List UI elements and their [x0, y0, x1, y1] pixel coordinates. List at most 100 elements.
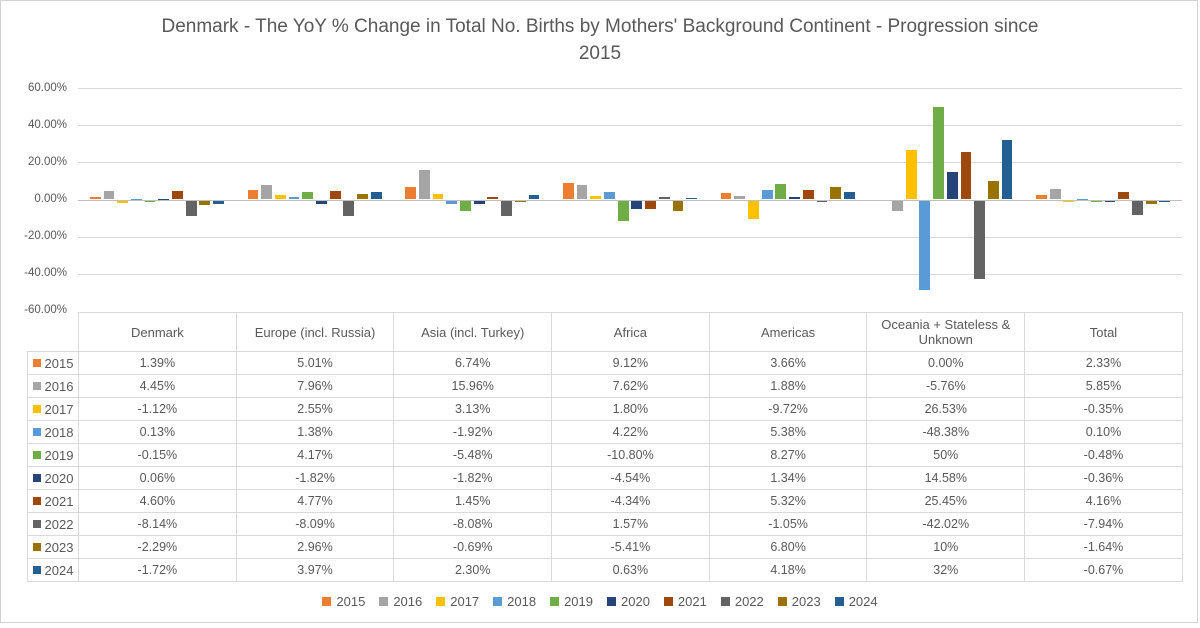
- legend-swatch: [550, 597, 560, 606]
- table-value-cell: 0.10%: [1024, 420, 1183, 444]
- bar-2024-4: [843, 191, 855, 200]
- legend-swatch: [436, 597, 446, 606]
- bar-2018-3: [604, 191, 615, 200]
- table-value-cell: 4.17%: [235, 443, 395, 467]
- table-value-cell: 14.58%: [866, 466, 1026, 490]
- legend-swatch: [493, 597, 503, 606]
- table-value-cell: -0.36%: [1024, 466, 1183, 490]
- gridline: [78, 125, 1182, 127]
- table-year-cell: 2021: [27, 489, 79, 513]
- year-label-wrap: 2024: [29, 562, 78, 578]
- bar-2015-0: [89, 196, 101, 200]
- bar-2020-2: [473, 200, 485, 204]
- zero-axis-line: [78, 199, 1182, 201]
- series-key-swatch: [32, 566, 41, 574]
- bar-2018-5: [919, 200, 931, 291]
- table-value-cell: -2.29%: [78, 535, 237, 559]
- legend-item-2022: 2022: [720, 594, 764, 609]
- year-label: 2022: [44, 516, 74, 532]
- table-header-cell: Africa: [551, 312, 710, 352]
- bar-2017-1: [274, 194, 286, 200]
- legend-item-2017: 2017: [436, 594, 479, 609]
- bar-2017-2: [432, 193, 444, 200]
- table-value-cell: 2.96%: [235, 535, 395, 559]
- table-value-cell: -9.72%: [708, 397, 868, 421]
- y-axis-tick-label: 20.00%: [27, 155, 67, 168]
- table-value-cell: -4.34%: [551, 489, 710, 513]
- table-value-cell: -10.80%: [551, 443, 710, 467]
- bar-2024-3: [686, 198, 698, 200]
- bar-2024-6: [1159, 200, 1171, 202]
- legend-label: 2018: [507, 594, 537, 609]
- table-corner-cell: [27, 312, 79, 352]
- bar-2018-6: [1077, 198, 1088, 200]
- table-value-cell: 15.96%: [393, 374, 553, 398]
- bar-2016-3: [576, 185, 588, 200]
- table-value-cell: 4.16%: [1024, 489, 1183, 513]
- table-value-cell: 3.13%: [393, 397, 553, 421]
- table-row-2024: 2024 -1.72% 3.97% 2.30% 0.63% 4.18% 32% -0.67%: [27, 558, 1183, 582]
- bar-2019-6: [1090, 200, 1102, 202]
- series-key-swatch: [32, 451, 41, 459]
- table-year-cell: 2022: [27, 512, 79, 536]
- legend: 2015 2016 2017 2018 2019 2020 2021 2022 2023 2024: [0, 594, 1200, 609]
- bar-2024-0: [213, 200, 224, 204]
- year-label: 2018: [44, 424, 74, 440]
- year-label-wrap: 2016: [29, 379, 78, 394]
- table-value-cell: -5.48%: [393, 443, 553, 467]
- series-key-swatch: [32, 405, 41, 413]
- legend-label: 2016: [393, 594, 423, 609]
- table-value-cell: 2.55%: [235, 397, 395, 421]
- table-year-cell: 2016: [27, 374, 79, 398]
- bar-2016-4: [734, 196, 746, 200]
- table-value-cell: 1.88%: [708, 374, 868, 398]
- table-value-cell: -5.76%: [866, 374, 1026, 398]
- table-value-cell: -8.14%: [78, 512, 237, 536]
- bar-2015-4: [720, 192, 732, 200]
- bar-2016-2: [418, 169, 430, 200]
- series-key-swatch: [32, 382, 41, 390]
- bar-2022-6: [1132, 200, 1143, 216]
- legend-swatch: [834, 597, 844, 606]
- table-value-cell: -0.35%: [1024, 397, 1183, 421]
- legend-item-2018: 2018: [493, 594, 536, 609]
- year-label-wrap: 2015: [29, 356, 78, 371]
- bar-2015-6: [1036, 195, 1047, 200]
- table-row-2023: 2023 -2.29% 2.96% -0.69% -5.41% 6.80% 10% -1.64…: [27, 535, 1183, 559]
- table-value-cell: 4.18%: [708, 558, 868, 582]
- table-value-cell: 4.22%: [551, 420, 710, 444]
- table-header-cell: Oceania + Stateless & Unknown: [866, 312, 1026, 352]
- table-value-cell: -0.48%: [1024, 443, 1183, 467]
- year-label: 2024: [44, 562, 74, 578]
- year-label: 2023: [44, 539, 74, 555]
- table-value-cell: 10%: [866, 535, 1026, 559]
- bar-2022-0: [185, 200, 197, 216]
- y-axis-tick-label: 60.00%: [27, 81, 67, 94]
- table-value-cell: -0.69%: [393, 535, 553, 559]
- bar-2023-0: [199, 200, 211, 205]
- table-value-cell: 6.80%: [708, 535, 868, 559]
- gridline: [78, 88, 1182, 89]
- table-value-cell: 1.45%: [393, 489, 553, 513]
- bar-2021-1: [329, 190, 341, 200]
- chart-title-line1: Denmark - The YoY % Change in Total No. …: [161, 16, 1039, 37]
- table-year-cell: 2019: [27, 443, 79, 467]
- year-label-wrap: 2023: [29, 539, 78, 555]
- table-value-cell: -8.08%: [393, 512, 553, 536]
- bar-2016-6: [1049, 188, 1061, 200]
- table-value-cell: -48.38%: [866, 420, 1026, 444]
- bar-2017-0: [117, 200, 128, 203]
- table-value-cell: 5.38%: [708, 420, 868, 444]
- legend-label: 2019: [564, 594, 593, 609]
- table-year-cell: 2018: [27, 420, 79, 444]
- table-value-cell: 4.60%: [78, 489, 237, 513]
- year-label: 2019: [44, 447, 74, 463]
- bar-2022-4: [816, 200, 828, 203]
- table-value-cell: -1.64%: [1024, 535, 1183, 559]
- bar-2024-2: [528, 195, 540, 200]
- table-value-cell: -0.15%: [78, 443, 237, 467]
- table-value-cell: 0.06%: [78, 466, 237, 490]
- legend-label: 2023: [791, 594, 821, 609]
- table-header-cell: Total: [1024, 312, 1183, 352]
- bar-2019-2: [460, 200, 471, 211]
